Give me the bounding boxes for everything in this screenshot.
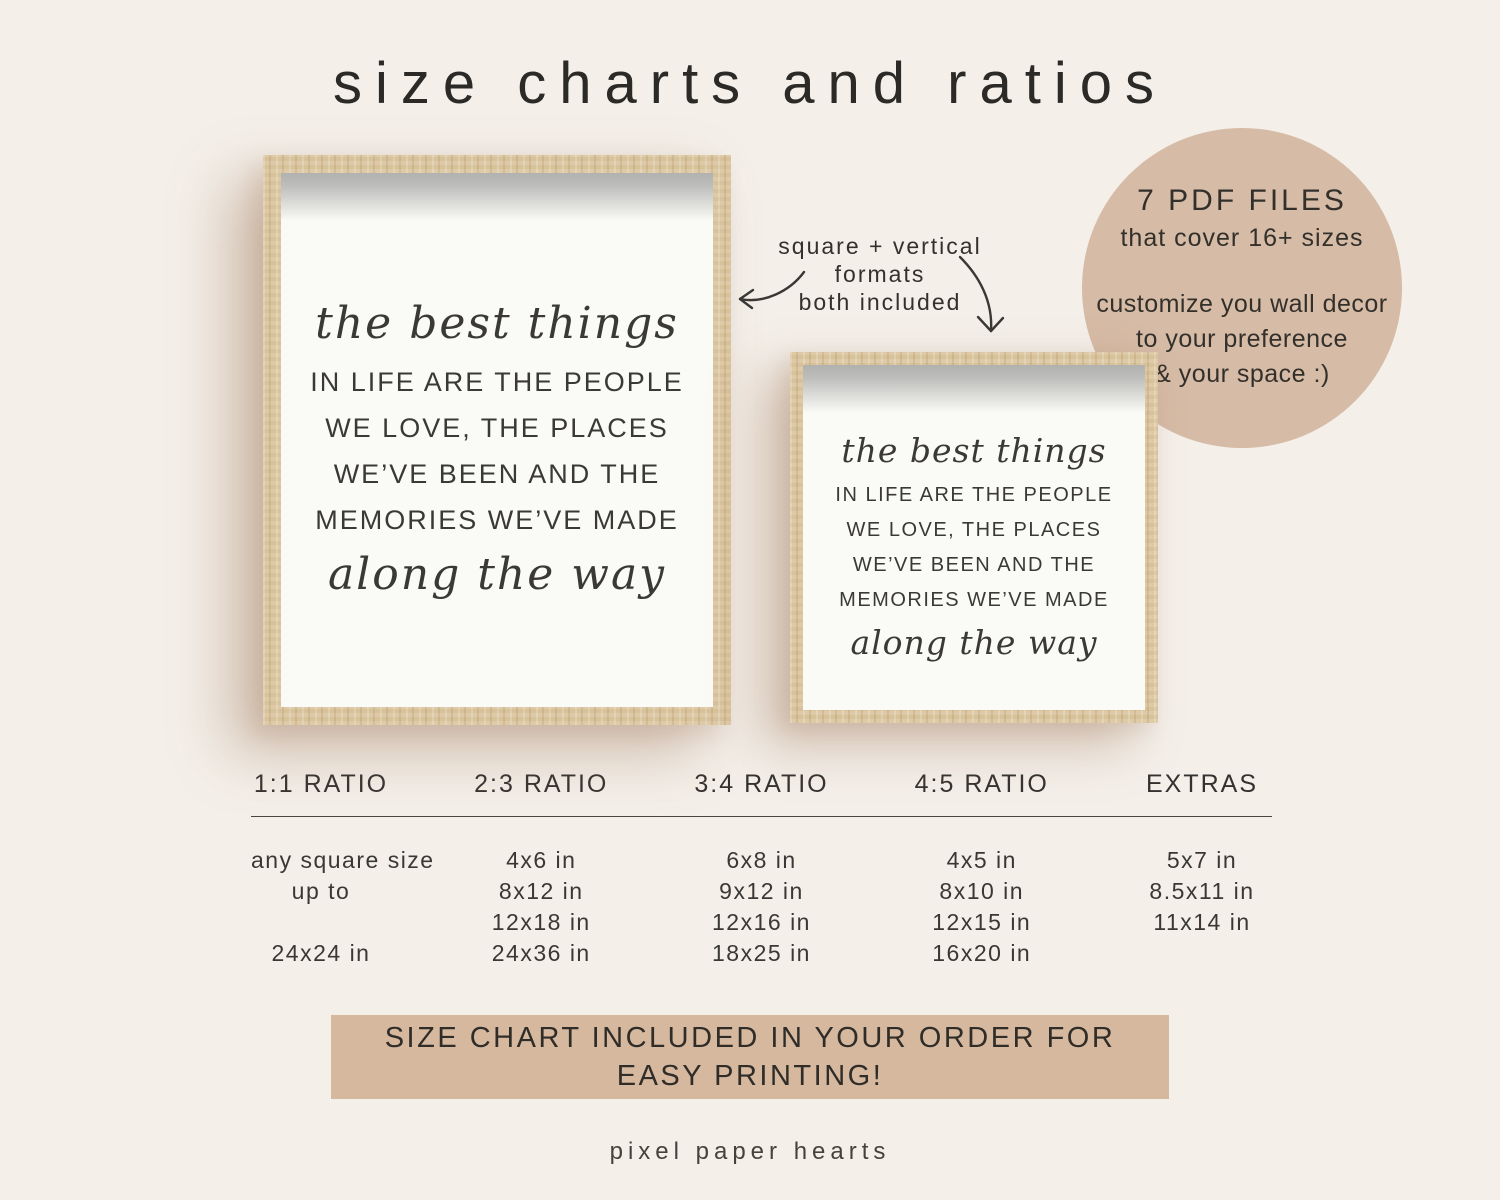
poster-quote: the best things IN LIFE ARE THE PEOPLE W… bbox=[835, 413, 1112, 662]
poster-line: IN LIFE ARE THE PEOPLE bbox=[310, 367, 684, 397]
formats-note-line: square + vertical bbox=[778, 233, 982, 259]
poster-script-bottom: along the way bbox=[850, 623, 1098, 662]
customize-text-line: & your space :) bbox=[1154, 360, 1330, 388]
size-cell: 9x12 in bbox=[719, 878, 804, 904]
formats-note-line: both included bbox=[798, 289, 962, 315]
size-cell: 8x10 in bbox=[939, 878, 1025, 904]
poster-quote: the best things IN LIFE ARE THE PEOPLE W… bbox=[310, 280, 684, 600]
poster-line: MEMORIES WE’VE MADE bbox=[315, 505, 679, 535]
hand-drawn-arrows bbox=[738, 255, 1005, 333]
size-cell: 11x14 in bbox=[1153, 909, 1251, 935]
poster-script-bottom: along the way bbox=[327, 549, 667, 600]
banner-line: SIZE CHART INCLUDED IN YOUR ORDER FOR bbox=[384, 1022, 1116, 1054]
sizes-covered-text: that cover 16+ sizes bbox=[1120, 224, 1364, 252]
size-cell: 4x5 in bbox=[946, 847, 1017, 873]
size-column: 5x7 in 8.5x11 in 11x14 in bbox=[1132, 845, 1272, 969]
size-cell: up to bbox=[291, 878, 351, 904]
size-cell: any square size bbox=[251, 847, 435, 873]
column-header: 1:1 RATIO bbox=[253, 770, 389, 798]
formats-note-line: formats bbox=[834, 261, 926, 287]
size-cell: 5x7 in bbox=[1166, 847, 1238, 873]
size-cell: 18x25 in bbox=[712, 940, 811, 966]
size-cell: 8.5x11 in bbox=[1149, 878, 1255, 904]
customize-text-line: customize you wall decor bbox=[1096, 290, 1388, 318]
column-header: 4:5 RATIO bbox=[914, 770, 1049, 798]
poster-line: WE’VE BEEN AND THE bbox=[852, 554, 1096, 576]
size-cell: 4x6 in bbox=[506, 847, 577, 873]
poster-line: MEMORIES WE’VE MADE bbox=[839, 589, 1109, 611]
framed-print-square: the best things IN LIFE ARE THE PEOPLE W… bbox=[790, 352, 1158, 723]
size-chart-table: 1:1 RATIO 2:3 RATIO 3:4 RATIO 4:5 RATIO … bbox=[251, 770, 1272, 969]
pdf-files-heading: 7 PDF FILES bbox=[1137, 184, 1347, 217]
poster-line: WE LOVE, THE PLACES bbox=[846, 519, 1102, 541]
poster-script-top: the best things bbox=[841, 431, 1107, 470]
size-cell: 6x8 in bbox=[726, 847, 797, 873]
table-header-row: 1:1 RATIO 2:3 RATIO 3:4 RATIO 4:5 RATIO … bbox=[251, 770, 1272, 799]
formats-note: square + vertical formats both included bbox=[760, 232, 1000, 316]
size-cell: 24x24 in bbox=[271, 940, 371, 966]
size-cell: 12x15 in bbox=[932, 909, 1032, 935]
banner-line: EASY PRINTING! bbox=[616, 1060, 884, 1092]
poster-script-top: the best things bbox=[315, 298, 679, 349]
customize-text-line: to your preference bbox=[1136, 325, 1348, 353]
poster-line: WE LOVE, THE PLACES bbox=[325, 413, 669, 443]
print-paper: the best things IN LIFE ARE THE PEOPLE W… bbox=[281, 173, 713, 707]
size-cell bbox=[251, 907, 391, 938]
size-cell: 8x12 in bbox=[498, 878, 584, 904]
column-header: EXTRAS bbox=[1145, 770, 1259, 798]
column-header: 3:4 RATIO bbox=[694, 770, 829, 798]
size-column: 4x5 in 8x10 in 12x15 in 16x20 in bbox=[912, 845, 1052, 969]
table-body-row: any square size up to 24x24 in 4x6 in 8x… bbox=[251, 845, 1272, 969]
page-title: size charts and ratios bbox=[332, 51, 1168, 116]
size-cell bbox=[1132, 938, 1272, 969]
print-paper: the best things IN LIFE ARE THE PEOPLE W… bbox=[803, 365, 1145, 710]
size-column: 4x6 in 8x12 in 12x18 in 24x36 in bbox=[471, 845, 611, 969]
arrow-left-icon bbox=[738, 270, 806, 310]
poster-line: WE’VE BEEN AND THE bbox=[333, 459, 661, 489]
column-header: 2:3 RATIO bbox=[474, 770, 609, 798]
size-cell: 24x36 in bbox=[491, 940, 591, 966]
poster-line: IN LIFE ARE THE PEOPLE bbox=[835, 484, 1113, 506]
arrow-right-icon bbox=[958, 255, 1005, 333]
table-divider bbox=[251, 816, 1272, 817]
framed-print-vertical: the best things IN LIFE ARE THE PEOPLE W… bbox=[263, 155, 731, 725]
size-cell: 12x16 in bbox=[712, 909, 811, 935]
size-column: any square size up to 24x24 in bbox=[251, 845, 435, 969]
size-column: 6x8 in 9x12 in 12x16 in 18x25 in bbox=[692, 845, 832, 969]
brand-name: pixel paper hearts bbox=[609, 1138, 891, 1165]
order-info-banner: SIZE CHART INCLUDED IN YOUR ORDER FOR EA… bbox=[331, 1015, 1169, 1099]
size-cell: 16x20 in bbox=[932, 940, 1032, 966]
size-cell: 12x18 in bbox=[491, 909, 591, 935]
